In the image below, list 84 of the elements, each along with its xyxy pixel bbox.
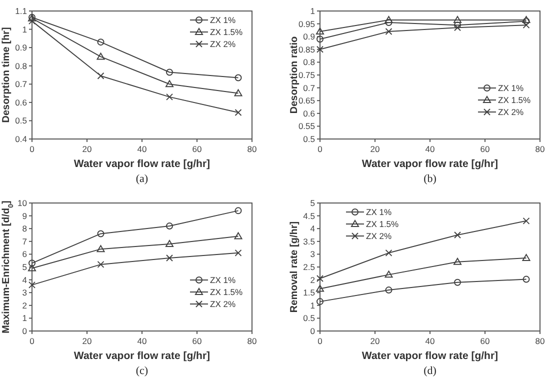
y-tick-label: 0.8 xyxy=(303,57,316,68)
x-tick-label: 80 xyxy=(247,144,257,154)
y-tick-label: 1 xyxy=(22,313,28,324)
x-tick-label: 60 xyxy=(480,336,490,346)
y-tick-label: 1 xyxy=(310,6,316,16)
y-tick-label: 8 xyxy=(22,224,28,234)
legend-label: ZX 1% xyxy=(210,15,236,25)
y-tick-label: 2 xyxy=(22,300,28,310)
y-axis-title: Removal rate [g/hr] xyxy=(289,221,300,313)
legend-label: ZX 1.5% xyxy=(210,27,244,37)
x-tick-label: 20 xyxy=(82,144,92,154)
y-tick-label: 3.5 xyxy=(303,236,316,246)
x-tick-label: 0 xyxy=(30,144,35,154)
y-tick-label: 7 xyxy=(22,236,28,246)
y-tick-label: 0.8 xyxy=(15,60,28,71)
x-tick-label: 20 xyxy=(82,336,92,346)
x-tick-label: 20 xyxy=(370,144,380,154)
y-tick-label: 0.7 xyxy=(15,79,28,90)
y-tick-label: 4 xyxy=(22,274,28,285)
x-tick-label: 60 xyxy=(192,144,202,154)
legend-label: ZX 2% xyxy=(498,107,524,117)
legend-label: ZX 2% xyxy=(210,39,236,49)
y-tick-label: 10 xyxy=(18,198,28,208)
x-tick-label: 60 xyxy=(192,336,202,346)
y-tick-label: 2 xyxy=(310,274,316,285)
text: (c) xyxy=(136,365,148,377)
legend-label: ZX 1% xyxy=(210,275,236,285)
text: (d) xyxy=(424,365,437,377)
y-axis-title: Desorption time [hr] xyxy=(1,27,12,123)
x-axis-title: Water vapor flow rate [g/hr] xyxy=(362,158,498,170)
text: (a) xyxy=(136,173,148,185)
y-tick-label: 0.5 xyxy=(303,134,316,144)
x-axis-title: Water vapor flow rate [g/hr] xyxy=(74,350,210,362)
legend-label: ZX 1.5% xyxy=(210,287,244,297)
y-tick-label: 5 xyxy=(310,198,316,208)
y-tick-label: 0.9 xyxy=(303,32,316,42)
y-tick-label: 0.85 xyxy=(298,44,316,54)
x-axis-title: Water vapor flow rate [g/hr] xyxy=(74,158,210,170)
y-tick-label: 0.5 xyxy=(303,313,316,324)
legend-label: ZX 1% xyxy=(498,83,524,93)
y-tick-label: 4.5 xyxy=(303,210,316,221)
legend-label: ZX 1.5% xyxy=(498,95,532,105)
y-tick-label: 5 xyxy=(22,262,28,272)
legend-label: ZX 2% xyxy=(210,299,236,309)
y-tick-label: 6 xyxy=(22,249,28,260)
y-tick-label: 0 xyxy=(22,326,28,336)
x-tick-label: 60 xyxy=(480,144,490,154)
x-tick-label: 0 xyxy=(318,336,323,346)
x-tick-label: 40 xyxy=(425,144,435,154)
x-tick-label: 0 xyxy=(30,336,35,346)
x-tick-label: 0 xyxy=(318,144,323,154)
y-tick-label: 0.55 xyxy=(298,121,316,132)
legend-label: ZX 2% xyxy=(366,231,392,241)
x-axis-title: Water vapor flow rate [g/hr] xyxy=(362,350,498,362)
y-tick-label: 0.6 xyxy=(303,108,316,118)
y-tick-label: 1.1 xyxy=(15,6,28,16)
y-tick-label: 1 xyxy=(22,24,28,34)
x-tick-label: 80 xyxy=(535,336,545,346)
x-tick-label: 20 xyxy=(370,336,380,346)
legend-label: ZX 1.5% xyxy=(366,219,400,229)
y-tick-label: 1 xyxy=(310,300,316,310)
y-tick-label: 0.75 xyxy=(298,70,316,80)
x-tick-label: 40 xyxy=(137,336,147,346)
y-tick-label: 2.5 xyxy=(303,262,316,272)
y-tick-label: 0.65 xyxy=(298,96,316,106)
y-tick-label: 0.6 xyxy=(15,97,28,108)
y-tick-label: 1.5 xyxy=(303,288,316,298)
x-tick-label: 40 xyxy=(425,336,435,346)
y-tick-label: 3 xyxy=(310,249,316,260)
legend-label: ZX 1% xyxy=(366,207,392,217)
y-tick-label: 3 xyxy=(22,288,28,298)
y-tick-label: 4 xyxy=(310,224,316,234)
y-axis-title: Desorption ratio xyxy=(289,36,300,114)
y-tick-label: 0 xyxy=(310,326,316,336)
x-tick-label: 40 xyxy=(137,144,147,154)
y-tick-label: 0.4 xyxy=(15,134,28,144)
y-tick-label: 0.9 xyxy=(15,42,28,53)
text: (b) xyxy=(424,173,437,185)
y-tick-label: 0.7 xyxy=(303,82,316,93)
x-tick-label: 80 xyxy=(247,336,257,346)
y-tick-label: 0.95 xyxy=(298,18,316,29)
x-tick-label: 80 xyxy=(535,144,545,154)
y-tick-label: 0.5 xyxy=(15,116,28,126)
y-tick-label: 9 xyxy=(22,210,28,221)
